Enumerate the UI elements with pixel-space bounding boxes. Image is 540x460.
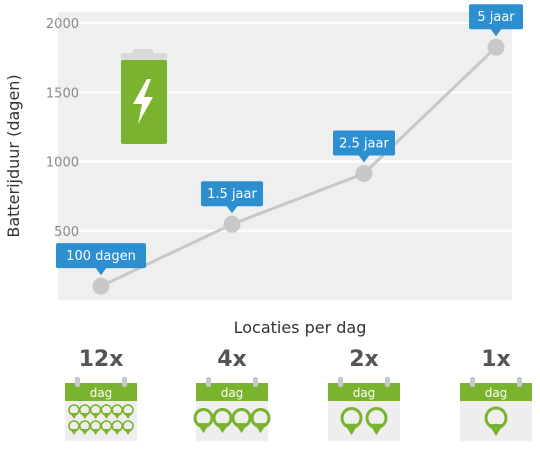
data-label: 1.5 jaar	[207, 187, 257, 202]
x-axis-label: Locaties per dag	[234, 318, 367, 337]
data-label-callout: 1.5 jaar	[201, 181, 263, 214]
calendar-icon: dag	[193, 377, 271, 441]
calendar-icon: dag	[460, 377, 532, 441]
location-pin-icon	[250, 408, 271, 434]
y-tick-label: 2000	[46, 17, 79, 32]
category-group: 2x dag	[328, 347, 400, 441]
data-label: 100 dagen	[66, 249, 136, 264]
data-point	[487, 38, 505, 56]
location-pin-icon	[111, 420, 123, 435]
data-label: 2.5 jaar	[339, 137, 389, 152]
location-pin-icon	[193, 408, 214, 434]
data-label: 5 jaar	[477, 10, 515, 25]
location-pin-icon	[122, 420, 134, 435]
x-categories: 12x dag 4x dag 2x dag 1x dag	[65, 347, 532, 441]
data-point	[223, 215, 241, 233]
location-pin-icon	[231, 408, 252, 434]
battery-charging-icon	[121, 49, 167, 144]
location-pin-icon	[484, 406, 508, 436]
location-pin-icon	[365, 407, 388, 436]
location-pin-icon	[122, 404, 134, 419]
location-pin-icon	[212, 408, 233, 434]
series-line	[100, 46, 498, 288]
category-group: 1x dag	[460, 347, 532, 441]
y-axis-ticks: 500 1000 1500 2000	[46, 17, 79, 240]
calendar-label: dag	[353, 386, 376, 400]
category-group: 12x dag	[65, 347, 137, 441]
location-pin-icon	[68, 420, 80, 435]
data-label-callout: 100 dagen	[56, 243, 146, 276]
y-axis-label: Batterijduur (dagen)	[4, 74, 23, 237]
calendar-label: dag	[90, 386, 113, 400]
location-pin-icon	[111, 404, 123, 419]
frequency-label: 12x	[79, 347, 124, 372]
frequency-label: 1x	[481, 347, 511, 372]
data-labels: 100 dagen 1.5 jaar 2.5 jaar 5 jaar	[56, 4, 523, 276]
location-pin-icon	[89, 404, 102, 419]
calendar-icon: dag	[328, 377, 400, 441]
data-label-callout: 2.5 jaar	[333, 130, 395, 163]
data-point	[355, 165, 373, 183]
calendar-label: dag	[485, 386, 508, 400]
data-points	[92, 38, 505, 295]
calendar-icon: dag	[65, 377, 137, 441]
frequency-label: 4x	[217, 347, 247, 372]
y-tick-label: 500	[54, 225, 79, 240]
category-group: 4x dag	[193, 347, 271, 441]
calendar-label: dag	[221, 386, 244, 400]
y-tick-label: 1000	[46, 156, 79, 171]
data-point	[92, 277, 110, 295]
location-pin-icon	[89, 420, 102, 435]
location-pin-icon	[68, 404, 80, 419]
location-pin-icon	[340, 407, 363, 436]
data-label-callout: 5 jaar	[469, 4, 523, 37]
frequency-label: 2x	[349, 347, 379, 372]
y-tick-label: 1500	[46, 86, 79, 101]
